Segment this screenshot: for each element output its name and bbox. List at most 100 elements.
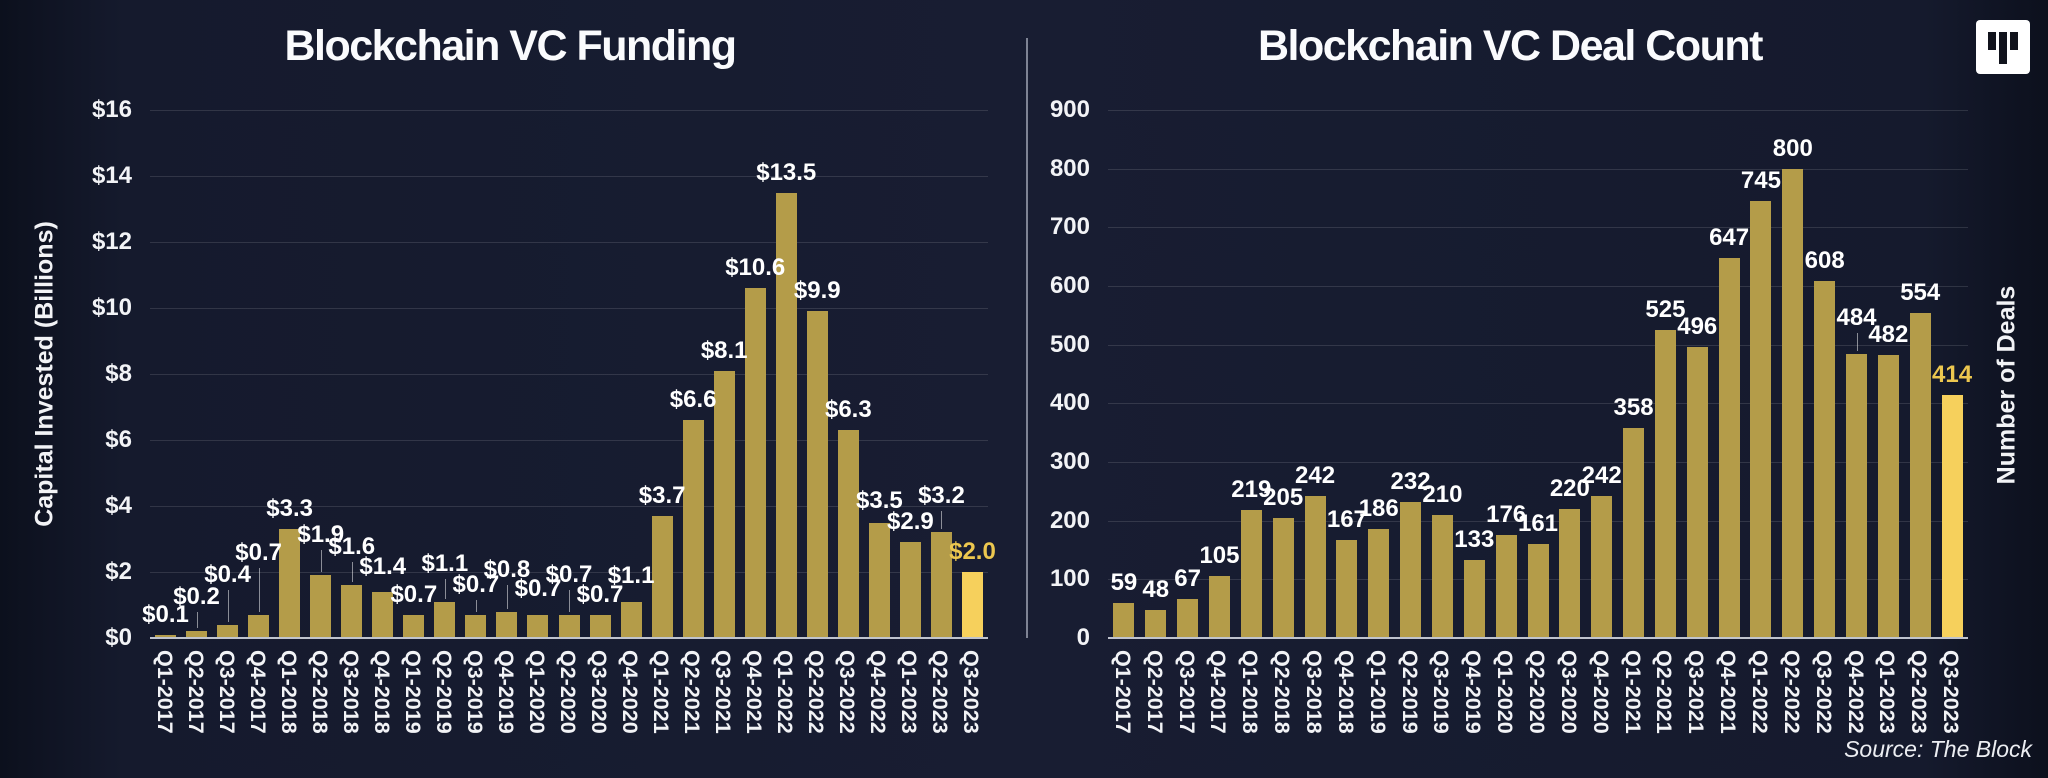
y-tick-label: $2 <box>105 558 132 585</box>
x-tick-label: Q2-2017 <box>1142 650 1167 734</box>
x-tick-label: Q1-2019 <box>400 650 425 734</box>
gridline <box>150 110 988 111</box>
bar-value-label: 186 <box>1358 494 1399 522</box>
x-tick-label: Q4-2018 <box>1333 650 1358 734</box>
y-tick-label: 100 <box>1049 565 1090 593</box>
x-tick-label: Q2-2022 <box>1779 650 1804 734</box>
x-tick-label: Q2-2021 <box>1652 650 1677 734</box>
bar-value-label: 59 <box>1110 569 1138 597</box>
bar-value-label: $0.7 <box>235 538 282 566</box>
bar <box>1877 355 1899 638</box>
gridline <box>150 374 988 375</box>
y-tick-label: $0 <box>105 624 132 651</box>
label-leader-line <box>506 584 508 609</box>
bar-value-label: 67 <box>1174 564 1201 592</box>
bar <box>775 192 797 638</box>
x-tick-label: Q2-2022 <box>804 650 829 734</box>
x-tick-label: Q3-2018 <box>338 650 363 734</box>
bar <box>620 601 642 638</box>
bar <box>1463 559 1485 638</box>
bar <box>1304 496 1326 638</box>
label-leader-line <box>320 550 322 573</box>
label-leader-line <box>196 612 198 629</box>
bar <box>1718 258 1740 638</box>
bar <box>465 614 487 638</box>
label-leader-line <box>444 578 446 599</box>
gridline <box>150 176 988 177</box>
bar <box>930 532 952 638</box>
bar <box>527 614 549 638</box>
x-axis-baseline <box>1108 637 1968 639</box>
bar-value-label: $3.5 <box>856 486 903 514</box>
y-tick-label: 800 <box>1049 154 1090 182</box>
bar-value-label: $3.3 <box>266 495 314 523</box>
x-tick-label: Q4-2020 <box>1588 650 1613 734</box>
bar-value-label: $0.7 <box>390 580 438 608</box>
x-tick-label: Q2-2020 <box>1525 650 1549 734</box>
bar-value-label: 220 <box>1549 474 1590 502</box>
x-tick-label: Q1-2022 <box>773 650 798 734</box>
y-tick-label: 700 <box>1049 213 1090 241</box>
bar-value-label: $2.9 <box>887 508 934 536</box>
x-tick-label: Q3-2017 <box>1174 650 1199 734</box>
label-leader-line <box>475 599 477 612</box>
gridline <box>1108 520 1968 522</box>
chart-title: Blockchain VC Deal Count <box>1258 22 1763 70</box>
bar <box>899 542 921 638</box>
gridline <box>1108 168 1968 170</box>
x-tick-label: Q3-2023 <box>959 650 984 734</box>
bar <box>496 611 518 638</box>
bar-value-label: $0.7 <box>514 574 562 602</box>
x-tick-label: Q2-2023 <box>1907 650 1932 734</box>
bar <box>403 614 425 638</box>
bar <box>1527 543 1549 638</box>
bar-value-label: $8.1 <box>700 336 748 364</box>
chart-title: Blockchain VC Funding <box>284 22 737 70</box>
gridline <box>150 440 988 441</box>
x-tick-label: Q2-2018 <box>307 650 332 734</box>
label-leader-line <box>1856 333 1858 352</box>
x-tick-label: Q1-2018 <box>1238 650 1263 734</box>
x-tick-label: Q4-2022 <box>1843 650 1868 734</box>
bar-value-label: $10.6 <box>725 254 786 282</box>
y-tick-label: $14 <box>91 162 132 189</box>
x-tick-label: Q4-2019 <box>1461 650 1486 734</box>
bar-value-label: 205 <box>1263 483 1304 511</box>
y-tick-label: $4 <box>105 492 132 519</box>
y-tick-label: $10 <box>91 294 132 321</box>
x-tick-label: Q4-2021 <box>1716 650 1741 734</box>
x-tick-label: Q2-2023 <box>928 650 953 734</box>
bar <box>186 631 208 638</box>
label-leader-line <box>941 511 943 530</box>
source-note: Source: The Block <box>1844 736 2032 762</box>
bar-value-label: 554 <box>1900 278 1941 306</box>
bar <box>1177 598 1199 638</box>
bar <box>1145 609 1167 638</box>
x-tick-label: Q4-2019 <box>493 650 518 734</box>
gridline <box>1108 344 1968 346</box>
bar <box>1559 508 1581 638</box>
bar <box>1272 517 1294 638</box>
x-tick-label: Q3-2019 <box>1429 650 1454 734</box>
label-leader-line <box>351 562 353 583</box>
bar <box>1623 427 1645 638</box>
x-tick-label: Q1-2019 <box>1365 650 1390 734</box>
x-tick-label: Q4-2021 <box>742 650 767 734</box>
bar-value-label: 525 <box>1645 296 1686 323</box>
bar <box>1686 347 1708 638</box>
bar-value-label: 133 <box>1454 525 1495 553</box>
bar-value-label: 161 <box>1517 509 1559 537</box>
bar-value-label: 496 <box>1677 313 1718 340</box>
bar <box>868 522 890 638</box>
bar <box>1368 528 1390 638</box>
bar <box>1240 509 1262 638</box>
y-tick-label: 0 <box>1076 624 1090 651</box>
x-tick-label: Q1-2018 <box>276 650 301 734</box>
bar-value-label: $6.3 <box>824 396 872 424</box>
bar-value-label: 484 <box>1836 304 1877 332</box>
bar <box>589 614 611 638</box>
bar <box>651 515 673 638</box>
x-tick-label: Q3-2020 <box>587 650 612 734</box>
bar <box>1941 395 1963 638</box>
label-leader-line <box>227 589 229 622</box>
